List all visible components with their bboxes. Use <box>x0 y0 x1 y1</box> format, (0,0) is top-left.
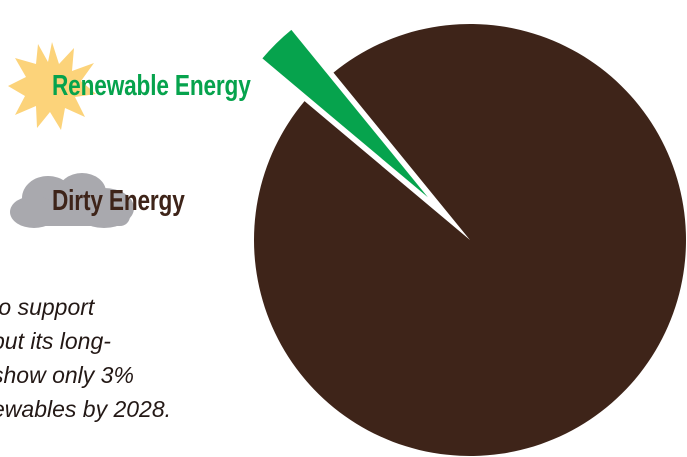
legend-label-dirty: Dirty Energy <box>52 185 185 217</box>
caption-text: to support but its long- show only 3% ew… <box>0 290 250 426</box>
pie-slice-renewable-energy <box>262 29 428 198</box>
sun-icon <box>8 42 96 130</box>
pie-slice-dirty-energy <box>254 23 686 456</box>
cloud-icon <box>10 173 134 228</box>
caption-line: to support <box>0 294 95 320</box>
caption-line: ewables by 2028. <box>0 396 172 422</box>
caption-line: but its long- <box>0 328 111 354</box>
caption-line: show only 3% <box>0 362 134 388</box>
legend-label-renewable: Renewable Energy <box>52 70 251 102</box>
